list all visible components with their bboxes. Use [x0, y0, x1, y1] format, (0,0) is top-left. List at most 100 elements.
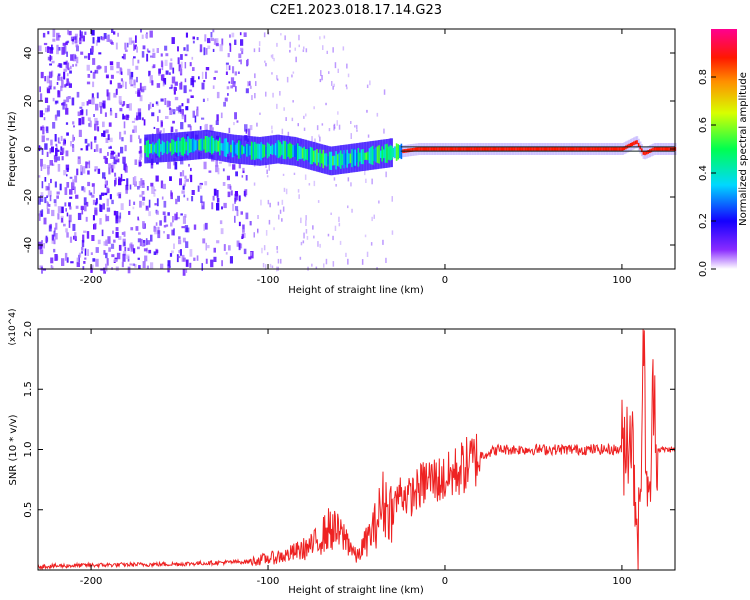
spectrogram-cell [350, 121, 352, 124]
ridge-core [147, 140, 149, 158]
spectrogram-cell [54, 114, 58, 121]
ridge-core [657, 147, 659, 151]
ridge-core [300, 146, 302, 160]
spectrogram-cell [179, 249, 182, 256]
spectrogram-cell [240, 211, 243, 215]
spectrogram-cell [83, 261, 86, 264]
spectrogram-cell [123, 231, 126, 237]
spectrogram-cell [133, 43, 135, 51]
ridge-core [268, 143, 270, 157]
spectrogram-cell [49, 160, 53, 166]
spectrogram-cell [61, 147, 65, 154]
ridge-core [223, 138, 226, 157]
spectrogram-cell [242, 170, 245, 173]
spectrogram-cell [65, 107, 69, 115]
ridge-core [491, 147, 493, 151]
spectrogram-cell [94, 209, 98, 216]
spectrogram-cell [312, 225, 314, 230]
spectrogram-cell [242, 229, 245, 235]
spectrogram-cell [81, 251, 83, 254]
ridge-core [238, 140, 240, 159]
spectrogram-cell [105, 252, 108, 259]
spectrogram-cell [128, 103, 132, 111]
spectrogram-cell [94, 69, 99, 74]
ridge-core [664, 147, 667, 151]
ridge-core [406, 148, 409, 153]
ridge-core [313, 150, 315, 163]
spectrogram-cell [126, 104, 130, 109]
spectrogram-cell [183, 47, 186, 51]
spectrogram-cell [333, 123, 336, 126]
ridge-core [185, 141, 188, 151]
spectrogram-cell [109, 39, 112, 43]
ridge-core [539, 147, 541, 151]
spectrogram-cell [333, 177, 336, 181]
spectrogram-cell [366, 84, 369, 88]
ridge-core [571, 147, 573, 151]
spectrogram-cell [161, 74, 165, 82]
spectrogram-cell [57, 90, 61, 98]
spectrogram-cell [96, 198, 98, 204]
spectrogram-cell [104, 112, 107, 117]
spectrogram-cell [152, 52, 156, 58]
spectrogram-cell [170, 222, 173, 227]
spectrogram-cell [75, 44, 79, 48]
spectrogram-cell [115, 211, 119, 219]
spectrogram-cell [291, 74, 293, 78]
spectrogram-cell [351, 208, 353, 213]
spectrogram-cell [135, 226, 139, 231]
spectrogram-cell [113, 156, 117, 165]
spectrogram-cell [69, 236, 73, 243]
spectrogram-cell [41, 113, 45, 116]
ridge-core [535, 147, 538, 151]
ridge-core [419, 147, 422, 151]
ridge-core [263, 144, 266, 157]
ridge-core [644, 151, 646, 156]
ridge-core [188, 138, 191, 153]
ridge-core [457, 147, 460, 151]
spectrogram-cell [373, 214, 375, 219]
spectrogram-cell [108, 163, 112, 169]
spectrogram-cell [50, 139, 53, 146]
spectrogram-cell [332, 235, 334, 241]
spectrogram-cell [229, 44, 232, 52]
ridge-core [233, 142, 235, 156]
spectrogram-cell [46, 75, 50, 84]
ridge-core [198, 139, 200, 151]
spectrogram-cell [108, 167, 111, 175]
spectrogram-cell [121, 104, 124, 107]
ridge-core [559, 147, 562, 151]
ridge-core [199, 138, 202, 151]
spectrogram-cell [181, 226, 185, 229]
ridge-core [384, 144, 387, 163]
spectrogram-cell [297, 123, 299, 127]
ridge-core [446, 147, 449, 151]
spectrogram-cell [46, 126, 49, 134]
ridge-core [335, 151, 337, 170]
spectrogram-cell [139, 200, 142, 208]
ridge-core [443, 147, 446, 151]
spectrogram-cell [65, 103, 68, 109]
spectrogram-cell [257, 215, 259, 219]
spectrogram-cell [123, 162, 126, 171]
ridge-core [518, 147, 520, 151]
spectrogram-cell [129, 71, 133, 80]
spectrogram-cell [137, 91, 141, 97]
snr-series-line [37, 328, 676, 571]
ridge-core [658, 147, 661, 151]
spectrogram-cell [45, 46, 47, 52]
spectrogram-cell [82, 35, 85, 42]
ridge-core [168, 141, 170, 153]
spectrogram-cell [240, 39, 244, 46]
snr-x-label: Height of straight line (km) [288, 585, 424, 596]
spectrogram-cell [177, 195, 180, 202]
spectrogram-cell [182, 216, 186, 224]
spectrogram-cell [235, 86, 237, 92]
spectrogram-cell [81, 102, 85, 107]
spectrogram-cell [162, 81, 165, 87]
spectrogram-cell [215, 38, 219, 46]
spectrogram-cell [205, 258, 208, 264]
spectrogram-cell [141, 51, 145, 58]
spectrogram-cell [147, 240, 151, 245]
spectrogram-cell [137, 59, 140, 64]
